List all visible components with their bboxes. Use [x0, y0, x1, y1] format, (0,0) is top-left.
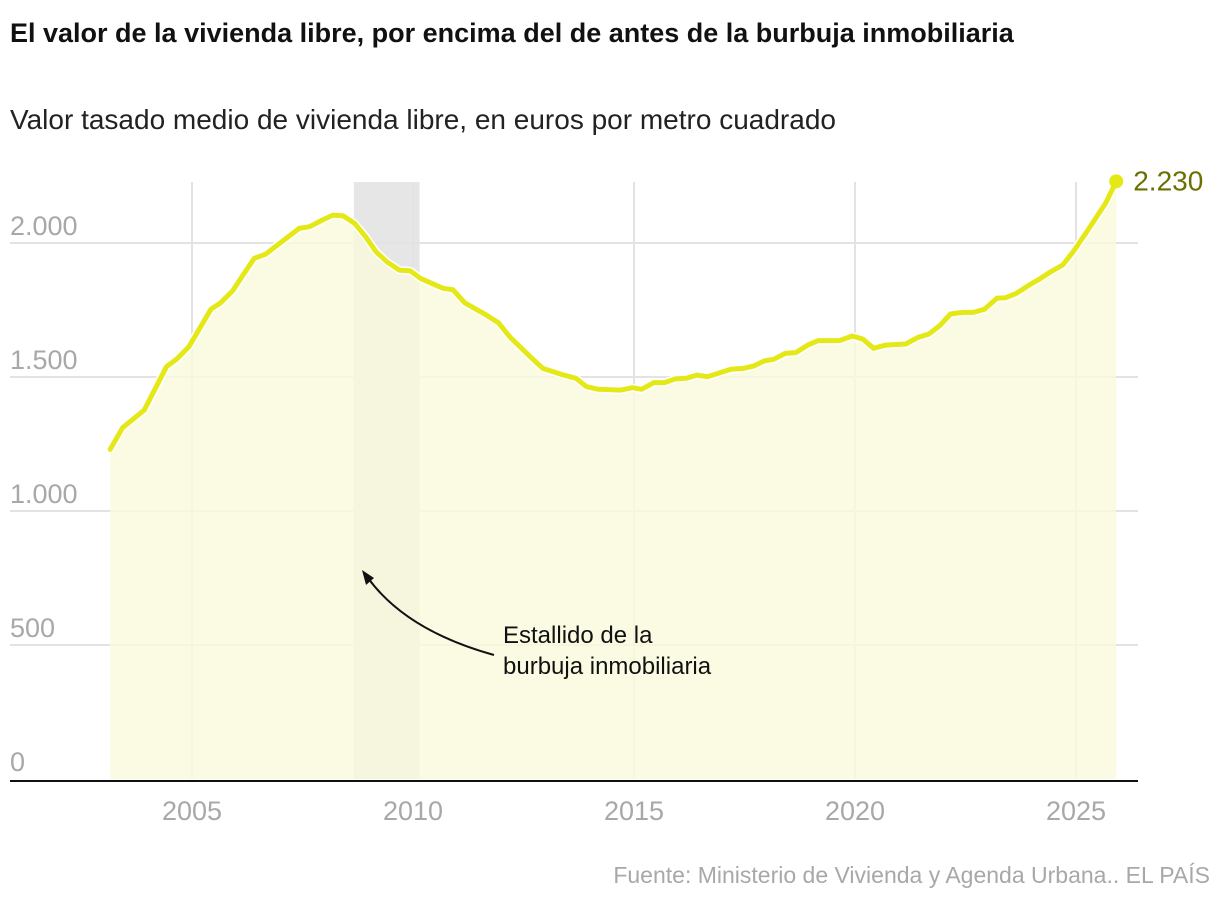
chart-subtitle: Valor tasado medio de vivienda libre, en…: [10, 104, 836, 135]
arrow-head-icon: [362, 570, 374, 585]
y-tick-label: 1.500: [10, 345, 78, 375]
chart-title: El valor de la vivienda libre, por encim…: [10, 18, 1014, 48]
annotation-line-1: Estallido de la: [503, 622, 653, 649]
x-tick-label: 2025: [1046, 796, 1106, 826]
end-point: [1109, 174, 1124, 189]
y-tick-label: 500: [10, 613, 55, 643]
x-tick-label: 2010: [383, 796, 443, 826]
annotation-line-2: burbuja inmobiliaria: [503, 653, 712, 680]
y-tick-label: 0: [10, 747, 25, 777]
y-tick-label: 1.000: [10, 479, 78, 509]
y-tick-label: 2.000: [10, 211, 78, 241]
x-tick-label: 2020: [825, 796, 885, 826]
area-fill: [110, 181, 1117, 779]
source-note: Fuente: Ministerio de Vivienda y Agenda …: [613, 862, 1210, 888]
x-tick-label: 2015: [604, 796, 664, 826]
x-tick-label: 2005: [162, 796, 222, 826]
annotation-arrow: [367, 577, 495, 656]
end-value-label: 2.230: [1133, 165, 1203, 196]
